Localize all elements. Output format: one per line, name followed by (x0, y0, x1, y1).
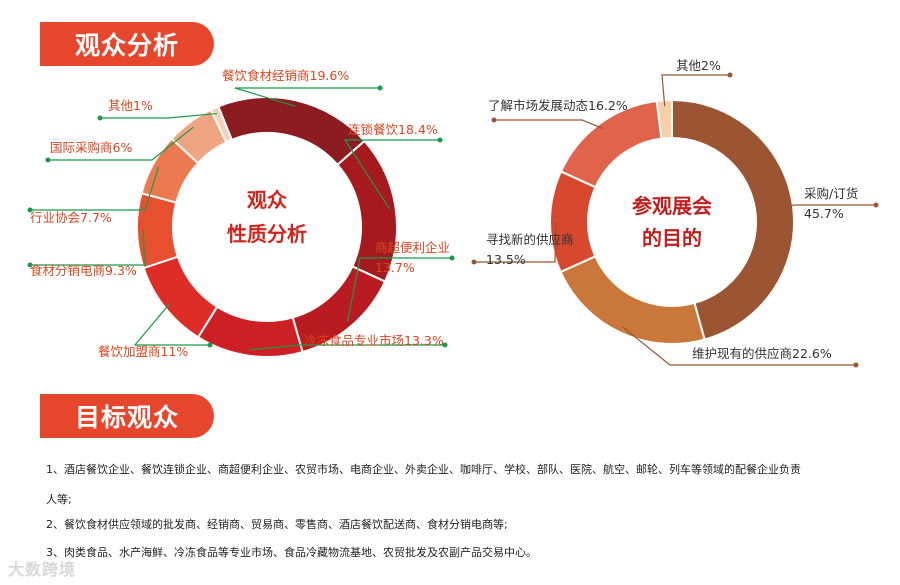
chart2-label-3: 了解市场发展动态16.2% (488, 98, 628, 113)
audience-item-3: 3、肉类食品、水产海鲜、冷冻食品等专业市场、食品冷藏物流基地、农贸批发及农副产品… (46, 546, 537, 559)
chart2-leader-dot-1 (853, 362, 859, 368)
chart1-slice-0 (216, 96, 366, 167)
chart1-label-7: 国际采购商6% (50, 140, 132, 155)
chart2-leader-dot-2 (471, 259, 477, 265)
chart2-leader-dot-4 (727, 72, 733, 78)
chart1-label-5: 食材分销电商9.3% (30, 263, 137, 278)
chart1-leader-3 (249, 344, 445, 351)
chart2-leader-4 (661, 74, 730, 107)
chart2-value-1: 22.6% (792, 346, 832, 361)
chart1-value-4: 11% (161, 344, 189, 359)
chart1-leader-dot-6 (27, 207, 33, 213)
chart2-leader-0 (786, 204, 876, 207)
chart1-slice-8 (209, 105, 234, 144)
chart1-center-line-1: 性质分析 (227, 222, 307, 246)
chart1-label-1: 连锁餐饮18.4% (348, 122, 438, 137)
chart1-slice-4 (142, 255, 219, 339)
chart2-slice-2 (549, 170, 597, 274)
chart1-leader-1 (343, 139, 440, 210)
chart1-leader-dot-1 (437, 137, 443, 143)
chart2-slice-4 (655, 98, 673, 140)
chart1-label-4: 餐饮加盟商11% (98, 344, 188, 359)
chart1-center-line-0: 观众 (247, 188, 287, 212)
chart2-label-0: 采购/订货 (804, 186, 858, 201)
chart1-leader-8 (100, 112, 218, 119)
chart1-leader-dot-8 (97, 115, 103, 121)
audience-item-1: 1、酒店餐饮企业、餐饮连锁企业、商超便利企业、农贸市场、电商企业、外卖企业、咖啡… (46, 463, 801, 476)
watermark: 大数跨境 (8, 560, 77, 579)
section-title-audience-analysis: 观众分析 (40, 22, 214, 66)
chart2-leader-1 (622, 326, 856, 366)
chart1-label-2: 商超便利企业 (375, 240, 450, 255)
chart1-label-0: 餐饮食材经销商19.6% (222, 68, 349, 83)
chart1-leader-dot-7 (45, 157, 51, 163)
section-title-target-audience: 目标观众 (40, 394, 214, 438)
chart2-center-line-0: 参观展会 (632, 194, 712, 218)
chart1-leader-dot-2 (449, 255, 455, 261)
chart1-leader-5 (30, 230, 146, 266)
chart2-slice-0 (671, 98, 795, 341)
chart1-label-8: 其他1% (108, 98, 153, 113)
chart1-leader-dot-5 (27, 262, 33, 268)
chart1-value-2: 13.7% (375, 260, 415, 275)
chart1-leader-4 (133, 303, 210, 346)
chart1-value-1: 18.4% (398, 122, 438, 137)
audience-item-1-cont: 人等; (46, 493, 72, 506)
chart2-label-2: 寻找新的供应商 (486, 232, 574, 247)
chart1-value-8: 1% (133, 98, 153, 113)
chart1-value-7: 6% (113, 140, 133, 155)
chart2-slice-3 (559, 99, 663, 189)
chart2-leader-dot-3 (491, 117, 497, 123)
chart2-center-line-1: 的目的 (642, 226, 702, 250)
chart1-leader-dot-0 (377, 85, 383, 91)
chart2-value-4: 2% (701, 58, 721, 73)
chart2-leader-dot-0 (873, 202, 879, 208)
chart2-slice-1 (559, 255, 706, 345)
chart1-label-3: 冷冻食品专业市场13.3% (304, 333, 444, 348)
chart1-leader-dot-3 (442, 342, 448, 348)
chart1-leader-7 (48, 126, 194, 161)
audience-item-2: 2、餐饮食材供应领域的批发商、经销商、贸易商、零售商、酒店餐饮配送商、食材分销电… (46, 518, 508, 531)
chart1-value-3: 13.3% (404, 333, 444, 348)
chart2-leader-3 (494, 119, 604, 130)
chart1-leader-6 (30, 166, 160, 211)
chart1-leader-0 (234, 87, 380, 107)
chart1-leader-dot-4 (207, 342, 213, 348)
chart2-value-3: 16.2% (588, 98, 628, 113)
chart1-value-6: 7.7% (80, 210, 112, 225)
chart2-label-1: 维护现有的供应商22.6% (692, 346, 832, 361)
chart2-leader-2 (474, 221, 557, 263)
chart2-value-0: 45.7% (804, 206, 844, 221)
chart1-label-6: 行业协会7.7% (30, 210, 112, 225)
chart1-value-0: 19.6% (310, 68, 350, 83)
chart2-value-2: 13.5% (486, 252, 526, 267)
chart1-leader-2 (347, 257, 452, 322)
chart2-label-4: 其他2% (676, 58, 721, 73)
chart1-value-5: 9.3% (105, 263, 137, 278)
